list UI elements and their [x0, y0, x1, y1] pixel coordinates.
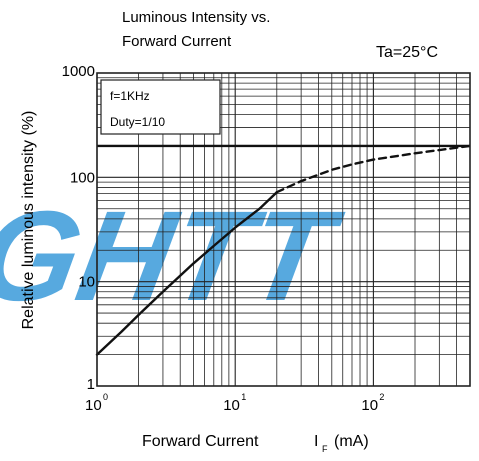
y-tick-label: 100	[70, 169, 95, 186]
y-tick-label: 1000	[62, 63, 95, 80]
y-tick-label: 10	[78, 274, 95, 291]
x-tick-exponent: 1	[241, 392, 246, 402]
series-line-solid	[95, 190, 278, 356]
x-axis-label-subscript: F	[322, 444, 328, 454]
plot-frame	[96, 72, 471, 387]
annotation-line-1: f=1KHz	[110, 89, 150, 103]
chart-title-line-2: Forward Current	[122, 33, 232, 50]
x-axis-label-symbol: I	[314, 433, 318, 450]
x-tick-label: 10	[85, 397, 102, 414]
x-axis-label: Forward Current I F (mA)	[142, 433, 369, 454]
condition-label: Ta=25°C	[376, 44, 438, 61]
x-tick-exponent: 0	[103, 392, 108, 402]
x-tick-exponent: 2	[379, 392, 384, 402]
x-axis-label-unit: (mA)	[334, 433, 369, 450]
chart-title-line-1: Luminous Intensity vs.	[122, 9, 270, 26]
y-tick-labels: 1 10 100 1000	[62, 63, 95, 393]
x-axis-label-text: Forward Current	[142, 433, 259, 450]
x-tick-labels: 10 0 10 1 10 2	[85, 392, 384, 414]
watermark-letters: IGHTT	[0, 185, 350, 328]
x-tick-label: 10	[223, 397, 240, 414]
watermark: IGHTT	[0, 185, 350, 328]
y-tick-label: 1	[87, 376, 95, 393]
curves	[95, 144, 472, 356]
series-line-dashed	[275, 144, 472, 194]
y-axis-label: Relative luminous intensity (%)	[20, 111, 37, 330]
annotation-box: f=1KHz Duty=1/10	[100, 79, 221, 135]
annotation-line-2: Duty=1/10	[110, 115, 165, 129]
x-tick-label: 10	[361, 397, 378, 414]
